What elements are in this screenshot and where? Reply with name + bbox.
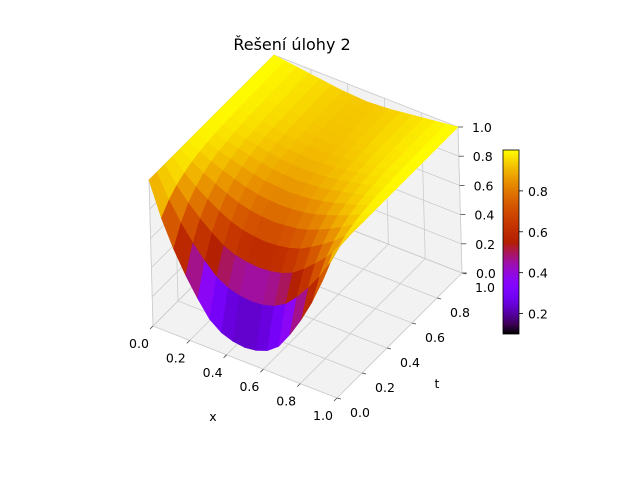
t-tick-label: 0.6 bbox=[425, 330, 445, 345]
t-tick-label: 0.4 bbox=[400, 355, 420, 370]
t-tick bbox=[361, 372, 367, 375]
x-tick bbox=[223, 354, 227, 359]
colorbar-tick-label: 0.6 bbox=[528, 225, 548, 240]
t-tick bbox=[336, 397, 342, 400]
x-tick bbox=[149, 325, 154, 330]
t-tick-label: 1.0 bbox=[475, 280, 495, 295]
colorbar-tick-label: 0.2 bbox=[528, 307, 548, 322]
x-tick bbox=[186, 340, 191, 344]
colorbar-gradient bbox=[502, 149, 520, 335]
chart-title: Řešení úlohy 2 bbox=[233, 35, 350, 54]
x-tick-label: 0.0 bbox=[129, 336, 149, 351]
axes: 0.00.20.40.60.81.0 0.00.20.40.60.81.00.00… bbox=[129, 120, 496, 423]
x-tick-label: 1.0 bbox=[313, 408, 333, 423]
grid-line bbox=[148, 179, 154, 327]
surface-patch bbox=[289, 287, 309, 336]
z-tick-label: 1.0 bbox=[472, 120, 492, 135]
x-tick-label: 0.4 bbox=[203, 365, 223, 380]
x-tick bbox=[260, 368, 264, 373]
colorbar: 0.2 0.4 0.6 0.8 bbox=[502, 149, 548, 335]
z-tick-label: 0.4 bbox=[474, 208, 494, 223]
grid-line bbox=[152, 325, 338, 399]
x-tick bbox=[296, 383, 301, 387]
x-tick bbox=[333, 397, 338, 402]
z-tick-label: 0.6 bbox=[474, 178, 494, 193]
z-tick-label: 0.8 bbox=[473, 149, 493, 164]
x-axis-label: x bbox=[209, 409, 216, 424]
t-tick-label: 0.2 bbox=[375, 380, 395, 395]
grid-line bbox=[299, 258, 426, 384]
colorbar-tick-label: 0.8 bbox=[528, 184, 548, 199]
z-tick-label: 0.0 bbox=[476, 266, 496, 281]
t-tick bbox=[386, 347, 392, 350]
x-tick-label: 0.6 bbox=[239, 379, 259, 394]
grid-line bbox=[336, 272, 463, 399]
grid-line bbox=[457, 126, 463, 274]
t-tick-label: 0.0 bbox=[350, 405, 370, 420]
x-tick-label: 0.2 bbox=[166, 350, 186, 365]
t-tick bbox=[411, 322, 417, 325]
t-tick-label: 0.8 bbox=[450, 305, 470, 320]
y-axis-label: t bbox=[435, 376, 440, 391]
grid-line bbox=[273, 54, 459, 128]
grid-line bbox=[263, 243, 389, 370]
surface bbox=[148, 54, 459, 351]
colorbar-tick-label: 0.4 bbox=[528, 266, 548, 281]
t-tick bbox=[436, 297, 442, 300]
z-tick-label: 0.2 bbox=[475, 237, 495, 252]
x-tick-label: 0.8 bbox=[276, 394, 296, 409]
